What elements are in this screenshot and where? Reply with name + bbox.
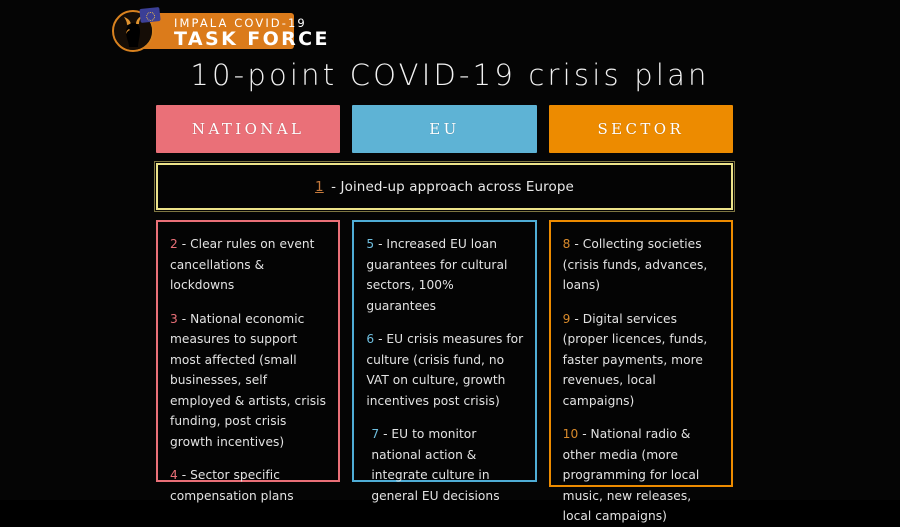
list-item: 8 - Collecting societies (crisis funds, … [563,234,720,296]
logo-plate [134,13,294,49]
category-header-eu[interactable]: EU [352,105,537,153]
brand-line-1: IMPALA COVID-19 [174,16,307,30]
point-5-number: 5 [366,237,375,251]
list-item: 3 - National economic measures to suppor… [170,309,327,453]
point-1-box: 1 - Joined-up approach across Europe [154,161,735,212]
brand-logo: IMPALA COVID-19 TASK FORCE [112,6,328,52]
list-item: 2 - Clear rules on event cancellations &… [170,234,327,296]
point-3-label: - National economic measures to support … [170,311,326,449]
point-10-number: 10 [562,427,579,441]
list-item: 10 - National radio & other media (more … [563,424,720,527]
point-3-number: 3 [170,311,178,326]
category-header-row: NATIONAL EU SECTOR [156,105,733,153]
category-header-eu-label: EU [429,120,460,138]
point-1-separator: - [326,178,341,195]
point-1-text-row: 1 - Joined-up approach across Europe [315,179,574,195]
point-9-number: 9 [562,311,571,326]
column-eu: 5 - Increased EU loan guarantees for cul… [352,220,537,503]
page-title: 10-point COVID-19 crisis plan [190,58,710,92]
column-sector: 8 - Collecting societies (crisis funds, … [548,220,733,523]
brand-line-2: TASK FORCE [174,28,330,50]
point-1-number: 1 [315,178,324,195]
point-6-number: 6 [366,332,375,346]
point-7-number: 7 [371,427,380,441]
column-national: 2 - Clear rules on event cancellations &… [156,220,341,503]
list-item: 5 - Increased EU loan guarantees for cul… [366,234,523,316]
point-9-label: - Digital services (proper licences, fun… [562,311,708,408]
point-2-number: 2 [170,237,178,251]
point-8-number: 8 [562,237,571,251]
category-header-national-label: NATIONAL [191,120,305,138]
category-header-sector-label: SECTOR [597,120,685,138]
eu-flag-icon [139,6,161,24]
category-header-sector[interactable]: SECTOR [548,105,733,153]
list-item: 7 - EU to monitor national action & inte… [366,424,523,506]
point-5-label: - Increased EU loan guarantees for cultu… [366,237,508,313]
point-1-label: Joined-up approach across Europe [340,178,574,195]
point-2-label: - Clear rules on event cancellations & l… [170,237,315,292]
point-4-number: 4 [170,468,178,482]
poster-canvas: IMPALA COVID-19 TASK FORCE 10-point COVI… [0,0,900,500]
list-item: 6 - EU crisis measures for culture (cris… [366,329,523,411]
point-8-label: - Collecting societies (crisis funds, ad… [562,237,708,292]
columns-row: 2 - Clear rules on event cancellations &… [156,220,733,523]
point-4-label: - Sector specific compensation plans [170,468,294,503]
list-item: 4 - Sector specific compensation plans [170,465,327,506]
point-10-label: - National radio & other media (more pro… [562,427,700,523]
point-7-label: - EU to monitor national action & integr… [371,427,500,503]
point-6-label: - EU crisis measures for culture (crisis… [366,332,524,408]
list-item: 9 - Digital services (proper licences, f… [563,309,720,412]
category-header-national[interactable]: NATIONAL [156,105,341,153]
